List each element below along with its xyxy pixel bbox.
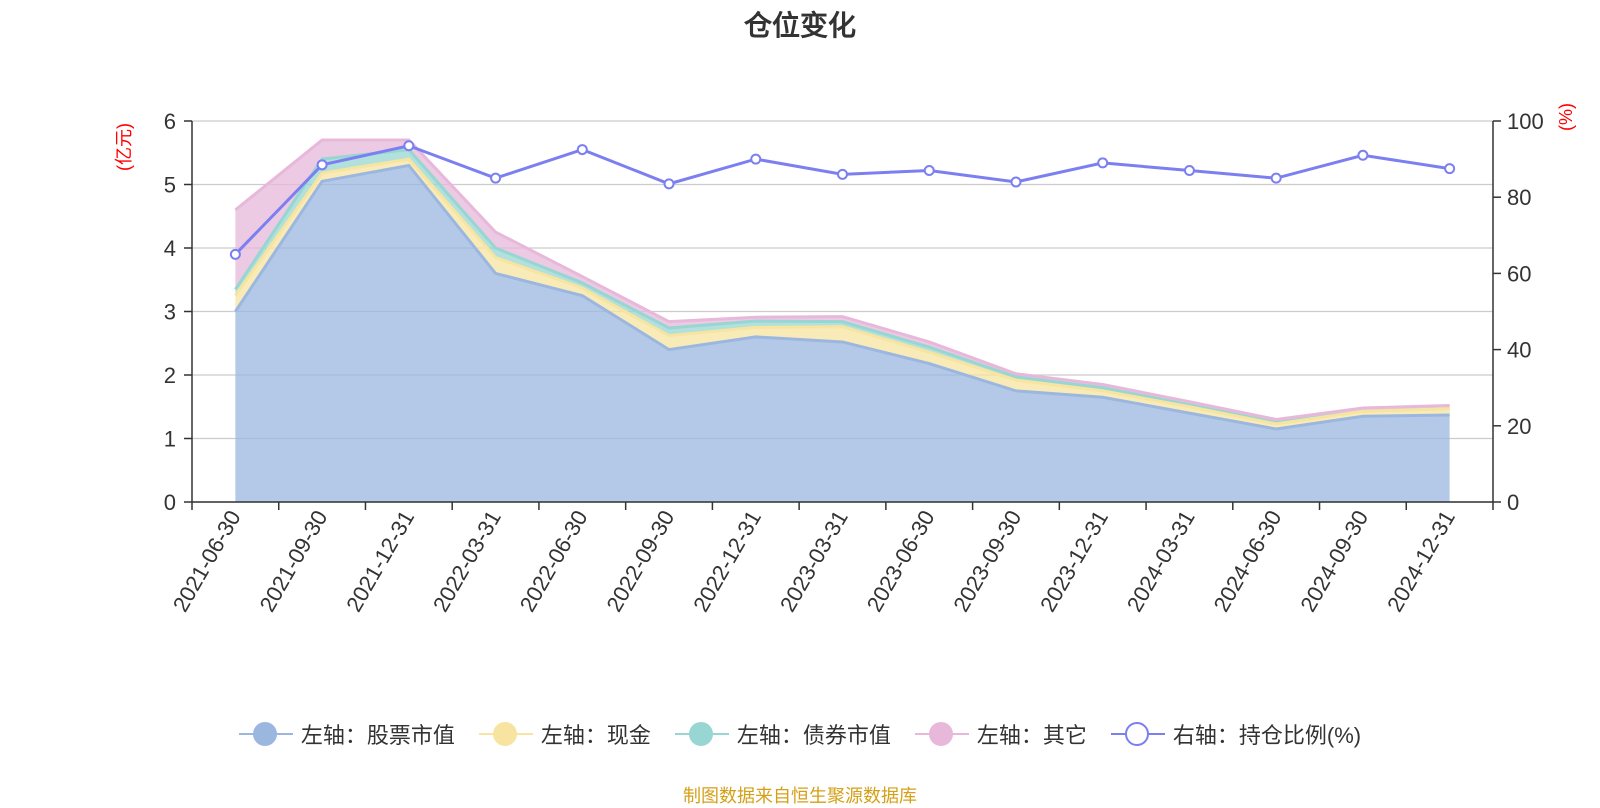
x-axis-tick-label: 2022-09-30	[601, 506, 679, 616]
x-axis-tick-label: 2024-12-31	[1382, 506, 1460, 616]
ratio-line-series	[229, 140, 1456, 260]
legend-dot	[492, 722, 517, 746]
legend-dot	[688, 722, 713, 746]
right-axis-tick-label: 0	[1507, 490, 1519, 515]
legend-dot	[252, 722, 277, 746]
left-axis-tick-label: 4	[164, 236, 176, 261]
legend-label: 左轴：债券市值	[736, 723, 891, 748]
legend-marker-icon	[1110, 722, 1165, 746]
ratio-point	[663, 178, 675, 190]
legend-label: 左轴：其它	[976, 723, 1087, 748]
ratio-point	[229, 248, 241, 260]
legend-marker-icon	[674, 722, 729, 746]
x-axis-tick-label: 2023-09-30	[948, 506, 1026, 616]
ratio-point	[316, 159, 328, 171]
area-edge-3	[234, 138, 1450, 421]
x-axis-tick-label: 2022-12-31	[688, 506, 766, 616]
ratio-point	[1010, 176, 1022, 188]
right-axis-tick-label: 80	[1507, 185, 1531, 210]
left-axis-tick-label: 6	[164, 109, 176, 134]
ratio-point	[1097, 157, 1109, 169]
x-axis-tick-label: 2021-09-30	[255, 506, 333, 616]
legend-marker-icon	[914, 722, 969, 746]
ratio-point	[837, 168, 848, 180]
ratio-point	[923, 165, 935, 177]
x-axis-tick-label: 2022-03-31	[428, 506, 506, 616]
right-axis-tick-label: 60	[1507, 261, 1531, 286]
x-axis-tick-label: 2023-03-31	[775, 506, 853, 616]
x-axis-tick-label: 2024-09-30	[1295, 506, 1373, 616]
right-axis-tick-label: 100	[1507, 109, 1544, 134]
x-axis-tick-label: 2023-12-31	[1035, 506, 1113, 616]
left-axis-tick-label: 1	[164, 427, 176, 452]
x-axis-tick-label: 2024-06-30	[1209, 506, 1287, 616]
left-axis-tick-label: 5	[164, 173, 176, 198]
x-axis-tick-label: 2021-06-30	[168, 506, 246, 616]
ratio-point	[1357, 149, 1369, 161]
ratio-point	[403, 140, 415, 152]
right-axis-tick-label: 20	[1507, 414, 1531, 439]
legend-marker-icon	[478, 722, 533, 746]
legend-marker-icon	[238, 722, 293, 746]
left-axis-unit-label: (亿元)	[114, 123, 134, 171]
x-axis-tick-label: 2022-06-30	[515, 506, 593, 616]
legend-item[interactable]: 左轴：现金	[478, 718, 651, 750]
ratio-point	[1444, 163, 1456, 175]
legend-item[interactable]: 左轴：股票市值	[238, 718, 455, 750]
legend-label: 左轴：现金	[540, 723, 651, 748]
x-axis-tick-label: 2024-03-31	[1122, 506, 1200, 616]
right-axis-tick-label: 40	[1507, 338, 1531, 363]
left-axis-tick-label: 2	[164, 363, 176, 388]
ratio-point	[490, 172, 502, 184]
area-edge-0	[234, 163, 1450, 431]
legend-item[interactable]: 左轴：其它	[914, 718, 1087, 750]
ratio-point	[750, 153, 762, 165]
x-axis-tick-label: 2021-12-31	[341, 506, 419, 616]
ratio-point	[1270, 172, 1282, 184]
legend-label: 右轴：持仓比例(%)	[1172, 723, 1362, 748]
legend-dot	[1124, 722, 1149, 746]
x-axis-tick-label: 2023-06-30	[862, 506, 940, 616]
legend-item[interactable]: 左轴：债券市值	[674, 718, 891, 750]
legend-label: 左轴：股票市值	[300, 723, 455, 748]
left-axis-tick-label: 3	[164, 300, 176, 325]
source-note: 制图数据来自恒生聚源数据库	[683, 786, 917, 806]
area-0	[235, 165, 1450, 502]
chart-title: 仓位变化	[743, 10, 856, 41]
ratio-point	[1183, 165, 1195, 177]
legend-item[interactable]: 右轴：持仓比例(%)	[1110, 718, 1362, 750]
right-axis-unit-label: (%)	[1556, 103, 1576, 131]
left-axis-tick-label: 0	[164, 490, 176, 515]
ratio-point	[576, 144, 588, 156]
area-edge-1	[234, 157, 1450, 426]
legend-dot	[928, 722, 953, 746]
area-series	[234, 138, 1450, 502]
legend: 左轴：股票市值 左轴：现金 左轴：债券市值 左轴：其它 右轴：持仓比例(%)	[0, 718, 1600, 750]
